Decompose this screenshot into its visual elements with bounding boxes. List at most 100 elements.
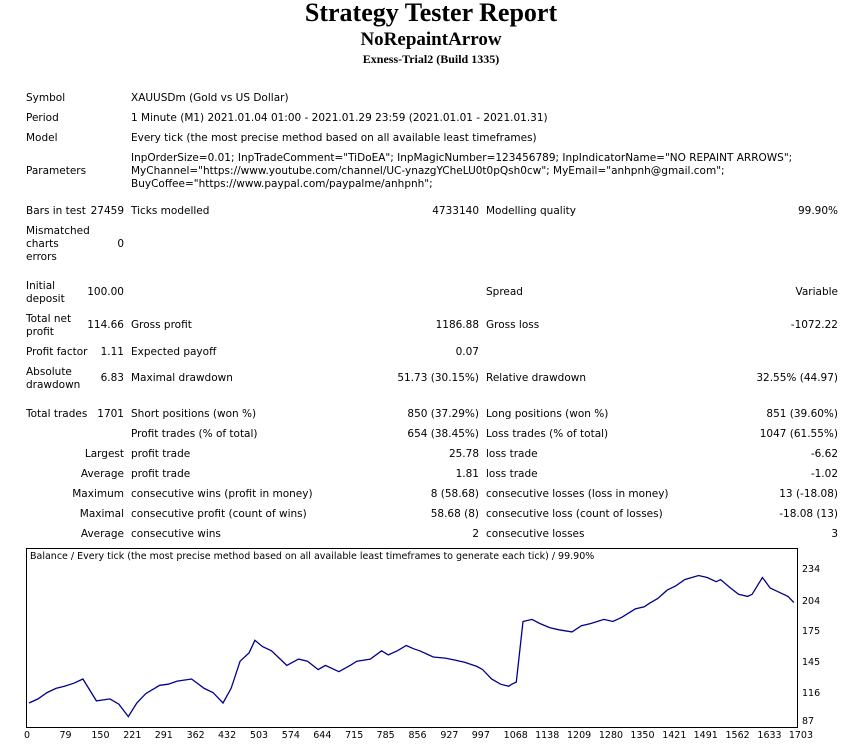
grossprofit-label: Gross profit xyxy=(131,319,192,331)
trades-label: Total trades xyxy=(26,408,88,420)
x-tick-label: 1703 xyxy=(788,730,814,741)
largest-label: Largest xyxy=(84,448,124,460)
avg-losses-label: consecutive losses xyxy=(486,528,585,540)
average-label: Average xyxy=(80,468,124,480)
mismatch-label: Mismatched charts errors xyxy=(26,225,90,263)
period-label: Period xyxy=(26,112,59,124)
spread-label: Spread xyxy=(486,286,523,298)
average-loss-value: -1.02 xyxy=(810,468,838,480)
x-tick-label: 221 xyxy=(123,730,142,741)
ticks-label: Ticks modelled xyxy=(131,205,210,217)
quality-label: Modelling quality xyxy=(486,205,576,217)
grossprofit-value: 1186.88 xyxy=(435,319,479,331)
max-losses-value: 13 (-18.08) xyxy=(779,488,838,500)
x-tick-label: 785 xyxy=(376,730,395,741)
x-tick-label: 644 xyxy=(313,730,332,741)
x-tick-label: 0 xyxy=(24,730,31,741)
y-tick-label: 116 xyxy=(802,687,821,699)
x-tick-label: 503 xyxy=(249,730,269,741)
x-tick-label: 1068 xyxy=(503,730,528,741)
x-tick-label: 432 xyxy=(218,730,237,741)
bars-value: 27459 xyxy=(90,205,124,217)
reldd-value: 32.55% (44.97) xyxy=(756,372,838,384)
avg-wins-label: consecutive wins xyxy=(131,528,221,540)
grossloss-value: -1072.22 xyxy=(790,319,838,331)
y-tick-label: 145 xyxy=(802,657,821,669)
ltrades-value: 1047 (61.55%) xyxy=(759,428,838,440)
x-tick-label: 927 xyxy=(440,730,459,741)
max-wins-label: consecutive wins (profit in money) xyxy=(131,488,313,500)
maximal-loss-value: -18.08 (13) xyxy=(779,508,838,520)
maximal-label: Maximal xyxy=(79,508,124,520)
grossloss-label: Gross loss xyxy=(486,319,540,331)
mismatch-value: 0 xyxy=(117,238,124,250)
x-tick-label: 1138 xyxy=(535,730,560,741)
reldd-label: Relative drawdown xyxy=(486,372,587,384)
netprofit-label: Total net profit xyxy=(26,313,72,338)
avg-losses-value: 3 xyxy=(831,528,838,540)
netprofit-value: 114.66 xyxy=(87,319,124,331)
y-tick-label: 175 xyxy=(802,625,821,637)
maximum-label: Maximum xyxy=(72,488,124,500)
maximal-profit-value: 58.68 (8) xyxy=(430,508,479,520)
ticks-value: 4733140 xyxy=(432,205,479,217)
parameters-line1: InpOrderSize=0.01; InpTradeComment="TiDo… xyxy=(131,152,793,164)
parameters-line2: MyChannel="https://www.youtube.com/chann… xyxy=(131,165,725,177)
x-tick-label: 574 xyxy=(281,730,300,741)
y-tick-label: 234 xyxy=(802,564,821,576)
x-tick-label: 1633 xyxy=(757,730,782,741)
max-wins-value: 8 (58.68) xyxy=(430,488,479,500)
model-label: Model xyxy=(26,132,58,144)
ptrades-value: 654 (38.45%) xyxy=(407,428,479,440)
x-tick-label: 1491 xyxy=(693,730,718,741)
payoff-value: 0.07 xyxy=(455,346,479,358)
period-value: 1 Minute (M1) 2021.01.04 01:00 - 2021.01… xyxy=(131,112,548,124)
x-tick-label: 1350 xyxy=(630,730,655,741)
x-tick-label: 1209 xyxy=(566,730,592,741)
model-value: Every tick (the most precise method base… xyxy=(131,132,537,144)
ptrades-label: Profit trades (% of total) xyxy=(131,428,258,440)
pf-label: Profit factor xyxy=(26,346,88,358)
maxdd-value: 51.73 (30.15%) xyxy=(397,372,479,384)
payoff-label: Expected payoff xyxy=(131,346,217,358)
balance-chart: Balance / Every tick (the most precise m… xyxy=(26,548,798,728)
maximal-loss-label: consecutive loss (count of losses) xyxy=(486,508,663,520)
y-tick-label: 87 xyxy=(802,716,815,727)
x-tick-label: 291 xyxy=(154,730,173,741)
short-value: 850 (37.29%) xyxy=(407,408,479,420)
x-tick-label: 1280 xyxy=(598,730,624,741)
quality-value: 99.90% xyxy=(797,205,838,217)
average-profit-label: profit trade xyxy=(131,468,191,480)
parameters-line3: BuyCoffee="https://www.paypal.com/paypal… xyxy=(131,178,433,190)
x-tick-label: 1421 xyxy=(662,730,687,741)
pf-value: 1.11 xyxy=(100,346,124,358)
long-label: Long positions (won %) xyxy=(486,408,609,420)
x-tick-label: 79 xyxy=(59,730,72,741)
x-tick-label: 150 xyxy=(91,730,110,741)
absdd-label: Absolute drawdown xyxy=(26,366,81,391)
x-tick-label: 362 xyxy=(186,730,205,741)
y-tick-label: 204 xyxy=(802,595,821,607)
x-tick-label: 1562 xyxy=(725,730,750,741)
balance-line xyxy=(28,574,795,718)
report-title: Strategy Tester Report xyxy=(304,0,558,27)
ltrades-label: Loss trades (% of total) xyxy=(486,428,609,440)
max-losses-label: consecutive losses (loss in money) xyxy=(486,488,669,500)
trades-value: 1701 xyxy=(97,408,124,420)
deposit-label: Initial deposit xyxy=(26,280,65,305)
x-tick-label: 997 xyxy=(471,730,490,741)
parameters-label: Parameters xyxy=(26,165,87,177)
long-value: 851 (39.60%) xyxy=(766,408,838,420)
x-tick-label: 715 xyxy=(345,730,364,741)
symbol-value: XAUUSDm (Gold vs US Dollar) xyxy=(131,92,289,104)
deposit-value: 100.00 xyxy=(87,286,124,298)
server-build: Exness-Trial2 (Build 1335) xyxy=(362,52,500,66)
bars-label: Bars in test xyxy=(26,205,86,217)
largest-profit-value: 25.78 xyxy=(448,448,479,460)
average-profit-value: 1.81 xyxy=(455,468,479,480)
symbol-label: Symbol xyxy=(26,92,66,104)
ea-name: NoRepaintArrow xyxy=(360,29,502,50)
largest-profit-label: profit trade xyxy=(131,448,191,460)
largest-loss-value: -6.62 xyxy=(810,448,838,460)
maximal-profit-label: consecutive profit (count of wins) xyxy=(131,508,307,520)
